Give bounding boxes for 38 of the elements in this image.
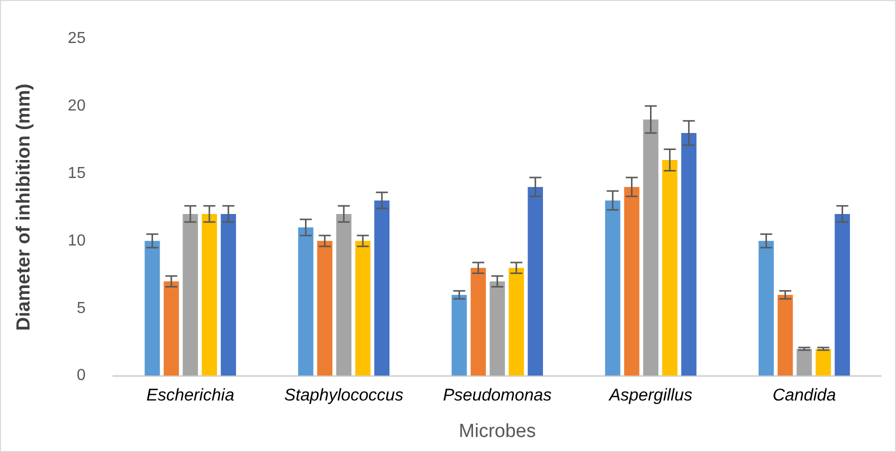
bar xyxy=(528,186,543,376)
bar xyxy=(202,214,217,376)
bar xyxy=(374,200,390,376)
x-axis-title: Microbes xyxy=(458,420,536,442)
bar xyxy=(681,133,696,376)
bar xyxy=(336,214,352,376)
bar xyxy=(605,200,620,376)
bar xyxy=(758,240,774,376)
bar xyxy=(470,268,486,376)
x-tick-label: Candida xyxy=(772,386,836,405)
bar xyxy=(298,227,314,376)
bar xyxy=(834,214,850,376)
x-tick-label: Staphylococcus xyxy=(284,386,404,405)
x-tick-label: Escherichia xyxy=(146,386,234,405)
x-tick-label: Pseudomonas xyxy=(442,386,552,405)
bar xyxy=(182,214,198,376)
bar xyxy=(317,240,332,376)
bar xyxy=(490,281,505,376)
bar xyxy=(816,348,831,376)
bar xyxy=(355,240,370,376)
bar xyxy=(508,268,524,376)
y-tick-label: 20 xyxy=(68,97,86,114)
bar xyxy=(662,160,678,376)
bar xyxy=(144,240,160,376)
x-tick-label: Aspergillus xyxy=(608,386,693,405)
bar xyxy=(796,348,812,376)
y-tick-label: 5 xyxy=(76,300,86,317)
bar xyxy=(624,186,640,376)
bar xyxy=(164,281,179,376)
y-tick-label: 0 xyxy=(76,367,86,384)
y-tick-label: 15 xyxy=(68,164,86,182)
y-axis-title: Diameter of inhibition (mm) xyxy=(14,84,35,331)
y-tick-label: 25 xyxy=(68,30,86,48)
bar xyxy=(220,214,236,376)
y-tick-label: 10 xyxy=(68,232,86,250)
bar xyxy=(452,294,467,376)
bar xyxy=(643,120,658,376)
bar xyxy=(778,294,793,376)
